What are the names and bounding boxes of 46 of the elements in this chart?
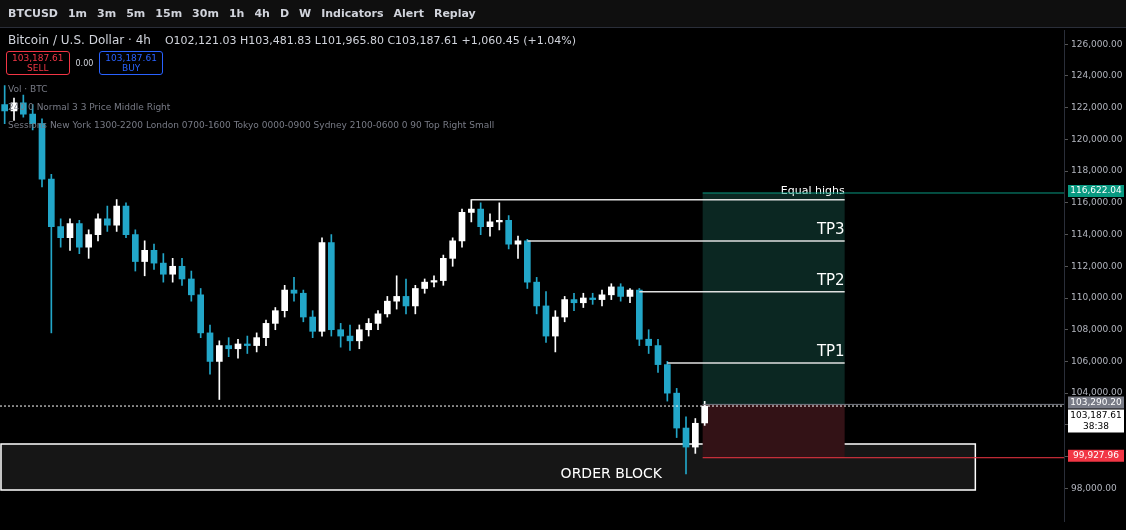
annotation: 0.00 [75, 58, 94, 68]
text: BTCUSD [8, 7, 58, 20]
y-tick-label: 118,000.00 [1071, 165, 1123, 176]
text: 5m [126, 7, 146, 20]
y-tick-label: 124,000.00 [1071, 70, 1123, 81]
text: 3m [97, 7, 117, 20]
y-tick-label: 114,000.00 [1071, 228, 1123, 239]
text: Replay [433, 7, 476, 20]
text: 4h [254, 7, 270, 20]
candlestick [290, 277, 298, 302]
band-label: ORDER BLOCK [560, 464, 663, 481]
chart-subtitle: O102,121.03 H103,481.83 L101,965.80 C103,187.61 +1,060.45 (+1.04%) [164, 34, 576, 47]
y-tick-label: 126,000.00 [1071, 38, 1123, 49]
y-tick-label: 112,000.00 [1071, 260, 1123, 271]
y-tick-label: 110,000.00 [1071, 292, 1123, 303]
text: 30m [192, 7, 219, 20]
y-tick-label: 98,000.00 [1071, 482, 1118, 493]
ref-line-label: 116,622.04 [1070, 185, 1123, 196]
text: Alert [393, 7, 424, 20]
ref-line-label: TP2 [815, 271, 845, 290]
text: Indicators [321, 7, 384, 20]
text: W [299, 7, 312, 20]
text: D [279, 7, 290, 20]
ref-line-label: Equal highs [780, 184, 845, 198]
chart-title: Bitcoin / U.S. Dollar · 4h [8, 33, 151, 47]
candlestick [570, 292, 578, 312]
annotation: 103,187.61 [12, 53, 64, 63]
text: 1h [228, 7, 245, 20]
annotation: Vol · BTC [8, 83, 49, 96]
annotation: 103,187.61 [105, 53, 157, 63]
ref-line-label: 103,290.20 [1070, 396, 1123, 407]
y-tick-label: 120,000.00 [1071, 133, 1123, 144]
ref-line-label: 99,927.96 [1073, 450, 1120, 461]
text: 1m [67, 7, 88, 20]
ref-line-label: TP1 [815, 342, 845, 361]
y-tick-label: 116,000.00 [1071, 197, 1123, 208]
y-tick-label: 106,000.00 [1071, 355, 1123, 366]
annotation: BUY [120, 63, 142, 73]
y-tick-label: 122,000.00 [1071, 102, 1123, 113]
y-tick-label: 108,000.00 [1071, 324, 1123, 335]
annotation: 240 0 Normal 3 3 Price Middle Right [8, 101, 172, 114]
ref-line-label: 103,187.61 38:38 [1070, 409, 1122, 431]
annotation: SELL [26, 63, 50, 73]
y-tick-label: 104,000.00 [1071, 387, 1123, 398]
text: 15m [155, 7, 183, 20]
ref-line-label: TP3 [815, 220, 845, 239]
